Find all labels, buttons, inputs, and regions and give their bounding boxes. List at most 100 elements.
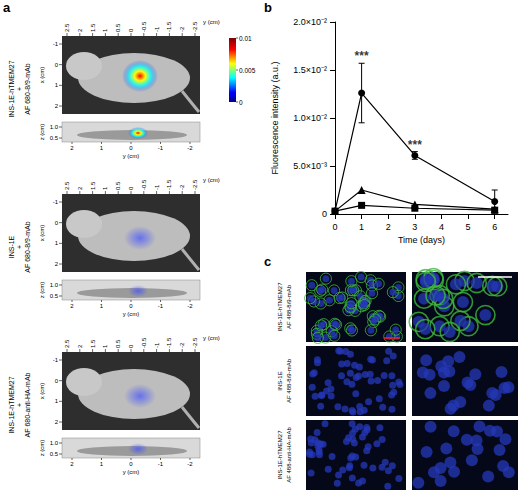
svg-text:AF 488-8/9-mAb: AF 488-8/9-mAb [286, 284, 292, 329]
svg-text:5.0×10⁻³: 5.0×10⁻³ [293, 161, 327, 171]
svg-text:0: 0 [239, 99, 243, 106]
svg-text:1: 1 [100, 145, 104, 151]
svg-text:1: 1 [55, 398, 59, 404]
svg-text:z (cm): z (cm) [39, 440, 45, 457]
svg-text:-1: -1 [158, 145, 164, 151]
svg-text:-2: -2 [179, 26, 185, 32]
svg-text:-2.5: -2.5 [192, 21, 198, 32]
svg-text:0: 0 [55, 378, 59, 384]
svg-text:y (cm): y (cm) [203, 335, 220, 341]
svg-text:-1: -1 [158, 461, 164, 467]
svg-text:2: 2 [70, 461, 74, 467]
svg-text:+: + [16, 87, 23, 91]
svg-text:1: 1 [102, 186, 108, 190]
svg-text:+: + [16, 245, 23, 249]
svg-text:-2.5: -2.5 [192, 179, 198, 190]
svg-text:-0.5: -0.5 [141, 179, 147, 190]
svg-text:2: 2 [77, 344, 83, 348]
svg-text:2: 2 [386, 222, 391, 232]
svg-text:y (cm): y (cm) [203, 177, 220, 183]
svg-text:***: *** [355, 49, 369, 63]
svg-text:-1.5: -1.5 [166, 179, 172, 190]
svg-text:1.5×10⁻²: 1.5×10⁻² [293, 65, 327, 75]
svg-text:2.0×10⁻²: 2.0×10⁻² [293, 17, 327, 27]
svg-text:AF 488-8/9-mAb: AF 488-8/9-mAb [286, 358, 292, 403]
svg-text:c: c [264, 254, 271, 269]
svg-text:AF 680-8/9-mAb: AF 680-8/9-mAb [24, 221, 31, 272]
svg-text:0: 0 [128, 344, 134, 348]
svg-text:z (cm): z (cm) [39, 124, 45, 141]
svg-text:2.5: 2.5 [64, 181, 70, 190]
svg-text:0.5: 0.5 [50, 451, 59, 457]
svg-text:Time (days): Time (days) [398, 235, 445, 245]
svg-text:-0.5: -0.5 [141, 337, 147, 348]
svg-text:INS-1E-hTMEM27: INS-1E-hTMEM27 [8, 60, 15, 117]
svg-text:0.5: 0.5 [50, 135, 59, 141]
svg-text:5: 5 [466, 222, 471, 232]
svg-text:-1: -1 [53, 357, 59, 363]
svg-text:2: 2 [55, 261, 59, 267]
svg-text:-2: -2 [179, 342, 185, 348]
svg-text:0.01: 0.01 [239, 35, 252, 42]
svg-text:0: 0 [322, 209, 327, 219]
svg-text:3: 3 [412, 222, 417, 232]
svg-text:2: 2 [55, 419, 59, 425]
svg-text:0.5: 0.5 [115, 23, 121, 32]
svg-text:2: 2 [77, 28, 83, 32]
svg-text:0.5: 0.5 [115, 339, 121, 348]
svg-text:1: 1 [102, 28, 108, 32]
svg-text:x (cm): x (cm) [39, 67, 45, 84]
svg-text:-0.5: -0.5 [141, 21, 147, 32]
svg-text:1.5: 1.5 [90, 339, 96, 348]
svg-text:2: 2 [70, 145, 74, 151]
svg-text:1.5: 1.5 [90, 181, 96, 190]
svg-text:y (cm): y (cm) [203, 19, 220, 25]
svg-text:0: 0 [128, 186, 134, 190]
svg-text:-2: -2 [187, 303, 193, 309]
svg-text:0: 0 [129, 145, 133, 151]
svg-text:2: 2 [77, 186, 83, 190]
svg-text:y (cm): y (cm) [123, 469, 140, 475]
svg-text:-1: -1 [158, 303, 164, 309]
svg-text:INS-1E: INS-1E [277, 371, 283, 390]
svg-text:-1: -1 [53, 199, 59, 205]
svg-text:0: 0 [55, 62, 59, 68]
svg-text:0: 0 [128, 28, 134, 32]
svg-text:-2.5: -2.5 [192, 337, 198, 348]
svg-text:-2: -2 [179, 184, 185, 190]
svg-text:INS-1E: INS-1E [8, 235, 15, 258]
svg-text:2.5: 2.5 [64, 23, 70, 32]
svg-text:-1: -1 [154, 342, 160, 348]
svg-text:1: 1 [100, 461, 104, 467]
svg-text:0.5: 0.5 [115, 181, 121, 190]
svg-text:4: 4 [439, 222, 444, 232]
svg-text:1: 1 [55, 240, 59, 246]
svg-text:+: + [16, 403, 23, 407]
svg-text:Fluorescence intensity (a.u.): Fluorescence intensity (a.u.) [270, 61, 280, 174]
svg-text:0.005: 0.005 [239, 67, 256, 74]
svg-text:AF 680-anti-HA-mAb: AF 680-anti-HA-mAb [24, 372, 31, 437]
svg-text:x (cm): x (cm) [39, 383, 45, 400]
svg-text:-2: -2 [187, 461, 193, 467]
svg-text:z (cm): z (cm) [39, 282, 45, 299]
svg-text:INS-1E-hTMEM27: INS-1E-hTMEM27 [277, 430, 283, 480]
svg-text:1.0: 1.0 [50, 440, 59, 446]
svg-text:AF 680-8/9-mAb: AF 680-8/9-mAb [24, 63, 31, 114]
svg-text:y (cm): y (cm) [123, 153, 140, 159]
svg-text:1.0×10⁻²: 1.0×10⁻² [293, 113, 327, 123]
svg-text:1.5: 1.5 [90, 23, 96, 32]
svg-text:-1.5: -1.5 [166, 21, 172, 32]
svg-text:0.5: 0.5 [50, 293, 59, 299]
svg-text:AF 488-anti-HA-mAb: AF 488-anti-HA-mAb [286, 426, 292, 482]
svg-text:0: 0 [129, 303, 133, 309]
svg-text:-1: -1 [154, 184, 160, 190]
svg-text:-1: -1 [154, 26, 160, 32]
svg-text:-1: -1 [53, 41, 59, 47]
svg-text:2.5: 2.5 [64, 339, 70, 348]
svg-text:0: 0 [129, 461, 133, 467]
svg-text:INS-1E-hTMEM27: INS-1E-hTMEM27 [8, 376, 15, 433]
svg-text:2: 2 [70, 303, 74, 309]
svg-text:1: 1 [102, 344, 108, 348]
svg-text:1: 1 [55, 82, 59, 88]
svg-text:-1.5: -1.5 [166, 337, 172, 348]
